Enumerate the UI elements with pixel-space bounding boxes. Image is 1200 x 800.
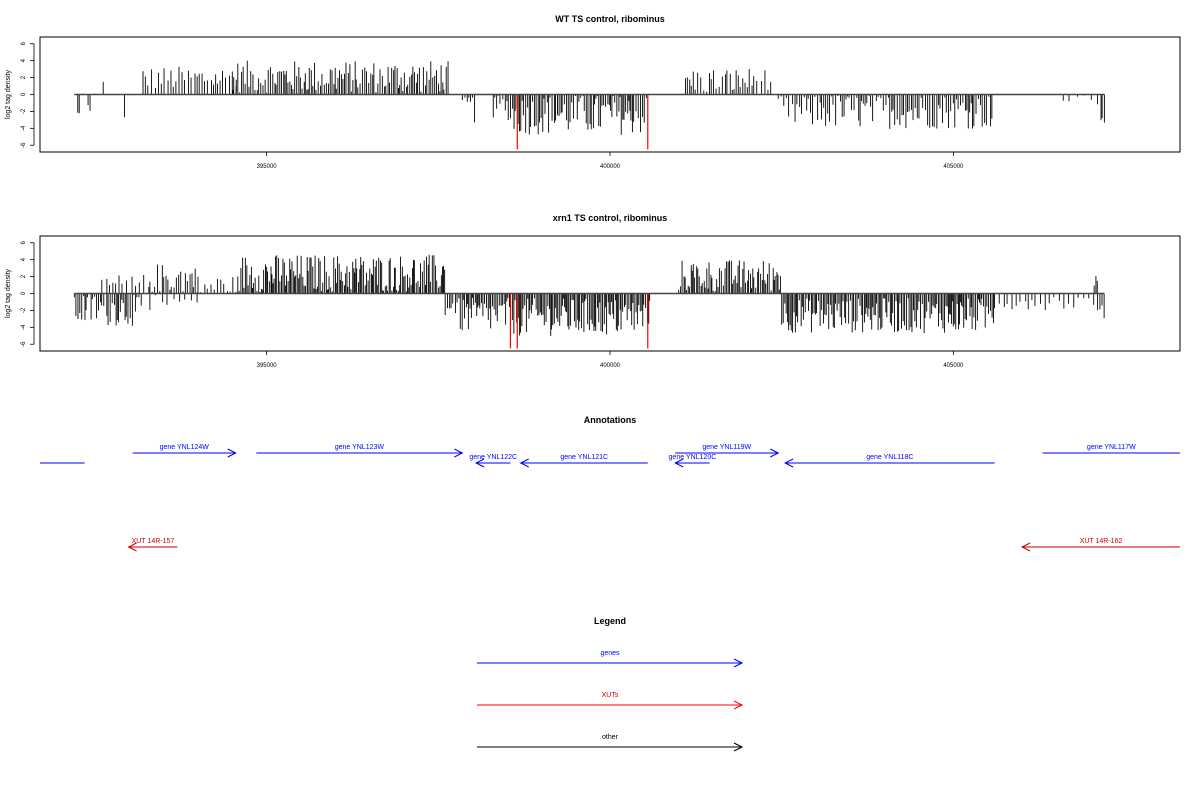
gene-feature: gene YNL124W: [132, 444, 237, 458]
feature-label: gene YNL123W: [335, 444, 385, 451]
y-tick-label: -6: [21, 341, 27, 347]
legend-arrow-head: [733, 658, 744, 668]
feature-label: XUT 14R-157: [132, 538, 175, 545]
feature-label: gene YNL122C: [469, 454, 517, 461]
y-axis-label: log2 tag density: [5, 268, 12, 318]
gene-feature: gene YNL123W: [256, 444, 464, 458]
y-axis-label: log2 tag density: [5, 69, 12, 119]
y-tick-label: -2: [21, 108, 27, 114]
feature-arrow-head: [519, 458, 529, 468]
panel-2: xrn1 TS control, ribominus -6 -4 -2 0 2 4 6 log2…: [5, 213, 1181, 369]
legend-item-xuts: XUTs: [477, 692, 744, 710]
panel-1: WT TS control, ribominus -6 -4 -2 0 2 4 6 log2 t…: [5, 14, 1181, 170]
xut-feature: XUT 14R-157: [127, 538, 178, 552]
panel-title: xrn1 TS control, ribominus: [553, 213, 668, 223]
gene-feature: gene YNL121C: [519, 454, 648, 468]
x-tick-label: 405000: [943, 363, 964, 369]
legend-item-genes: genes: [477, 650, 744, 668]
y-tick-label: 4: [21, 257, 27, 261]
x-tick-label: 395000: [257, 363, 278, 369]
legend-arrow-head: [733, 700, 744, 710]
x-tick-label: 400000: [600, 164, 621, 170]
y-tick-label: -2: [21, 307, 27, 313]
y-tick-label: 6: [21, 41, 27, 45]
legend-item-other: other: [477, 734, 744, 752]
y-tick-label: 2: [21, 274, 27, 278]
signal-bars: [73, 254, 1105, 336]
x-tick-label: 400000: [600, 363, 621, 369]
feature-arrow-head: [784, 458, 794, 468]
gene-feature: gene YNL122C: [469, 454, 517, 468]
y-tick-label: 2: [21, 75, 27, 79]
y-tick-label: 0: [21, 291, 27, 295]
legend-label: other: [602, 734, 619, 741]
feature-label: gene YNL117W: [1087, 444, 1136, 451]
y-tick-label: 0: [21, 92, 27, 96]
feature-label: gene YNL121C: [560, 454, 608, 461]
feature-arrow-head: [674, 458, 684, 468]
y-tick-label: -6: [21, 142, 27, 148]
legend-label: XUTs: [602, 692, 619, 699]
x-tick-label: 405000: [943, 164, 964, 170]
gene-feature: gene YNL119W: [675, 444, 780, 458]
feature-arrow-head: [770, 448, 780, 458]
annotations-track: Annotations gene YNL124W gene YNL123W gene …: [40, 415, 1180, 552]
panel-title: WT TS control, ribominus: [555, 14, 665, 24]
feature-arrow-head: [474, 458, 485, 468]
y-tick-label: 6: [21, 240, 27, 244]
feature-arrow-head: [127, 542, 137, 552]
feature-label: gene YNL119W: [702, 444, 751, 451]
feature-arrow-head: [1020, 542, 1031, 552]
gene-feature: gene YNL118C: [784, 454, 995, 468]
y-tick-label: -4: [21, 324, 27, 330]
annotations-title: Annotations: [584, 415, 637, 425]
feature-label: XUT 14R-162: [1080, 538, 1123, 545]
legend-arrow-head: [733, 742, 744, 752]
legend-title: Legend: [594, 616, 626, 626]
xut-feature: XUT 14R-162: [1020, 538, 1180, 552]
signal-bars: [77, 60, 1105, 135]
y-tick-label: -4: [21, 125, 27, 131]
feature-label: gene YNL118C: [866, 454, 913, 461]
feature-arrow-head: [227, 448, 237, 458]
feature-arrow-head: [454, 448, 464, 458]
legend-label: genes: [600, 650, 620, 657]
legend: Legend genes XUTs other: [477, 616, 744, 752]
feature-label: gene YNL120C: [669, 454, 717, 461]
gene-feature: gene YNL117W: [1042, 444, 1180, 454]
y-tick-label: 4: [21, 58, 27, 62]
gene-feature: gene YNL120C: [669, 454, 717, 468]
feature-label: gene YNL124W: [160, 444, 210, 451]
x-tick-label: 395000: [257, 164, 278, 170]
